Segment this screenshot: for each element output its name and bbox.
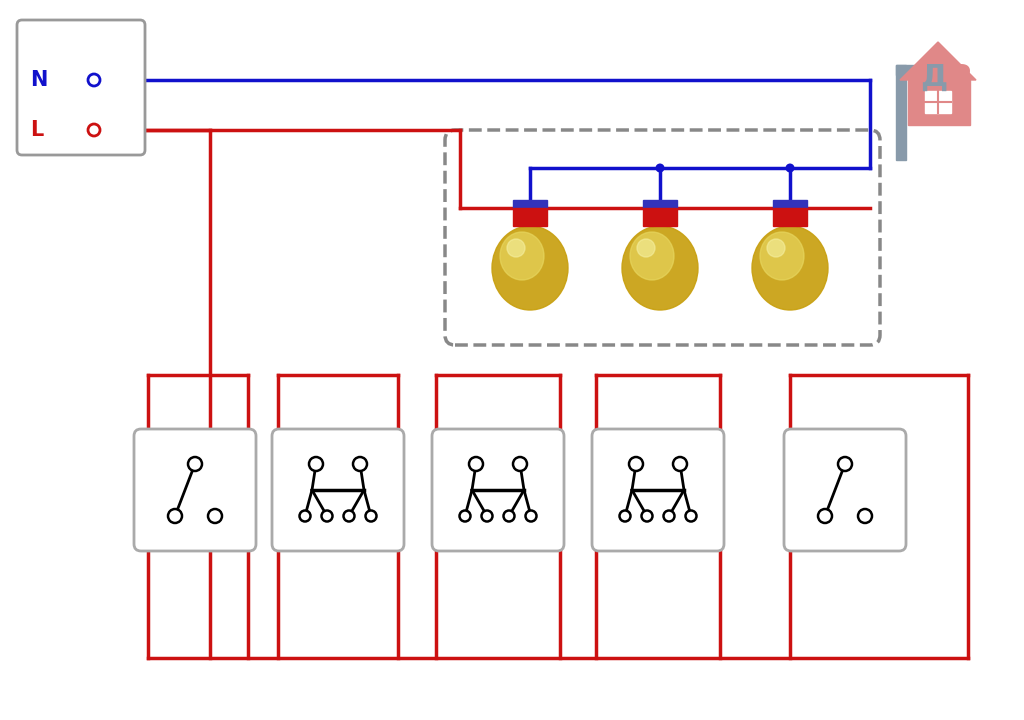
Circle shape xyxy=(343,510,354,521)
Ellipse shape xyxy=(637,239,655,257)
Bar xyxy=(925,91,951,113)
Circle shape xyxy=(366,510,377,521)
Ellipse shape xyxy=(622,226,698,310)
Bar xyxy=(643,200,677,208)
Ellipse shape xyxy=(760,232,804,280)
Circle shape xyxy=(188,457,202,471)
Text: Д: Д xyxy=(920,63,947,92)
Ellipse shape xyxy=(500,232,544,280)
Bar xyxy=(773,200,807,208)
Ellipse shape xyxy=(630,232,674,280)
Circle shape xyxy=(818,509,831,523)
Bar xyxy=(643,208,677,226)
Circle shape xyxy=(525,510,537,521)
FancyBboxPatch shape xyxy=(272,429,404,551)
FancyBboxPatch shape xyxy=(134,429,256,551)
Circle shape xyxy=(664,510,675,521)
Circle shape xyxy=(655,163,665,173)
Circle shape xyxy=(629,457,643,471)
Bar xyxy=(513,208,547,226)
Circle shape xyxy=(513,457,527,471)
Circle shape xyxy=(620,510,631,521)
Bar xyxy=(773,208,807,226)
Circle shape xyxy=(353,457,367,471)
Ellipse shape xyxy=(492,226,568,310)
Bar xyxy=(513,200,547,208)
Text: Р: Р xyxy=(948,63,971,92)
Circle shape xyxy=(481,510,493,521)
Bar xyxy=(896,65,946,75)
Bar xyxy=(896,65,906,160)
FancyBboxPatch shape xyxy=(432,429,564,551)
Ellipse shape xyxy=(752,226,828,310)
FancyBboxPatch shape xyxy=(17,20,145,155)
Circle shape xyxy=(88,124,100,136)
Circle shape xyxy=(469,457,483,471)
Circle shape xyxy=(88,74,100,86)
Circle shape xyxy=(208,509,222,523)
Ellipse shape xyxy=(507,239,525,257)
Circle shape xyxy=(838,457,852,471)
Text: L: L xyxy=(30,120,43,140)
Circle shape xyxy=(168,509,182,523)
Circle shape xyxy=(460,510,470,521)
FancyBboxPatch shape xyxy=(592,429,724,551)
Circle shape xyxy=(685,510,696,521)
Bar xyxy=(908,80,970,125)
Text: N: N xyxy=(30,70,47,90)
Circle shape xyxy=(322,510,333,521)
Polygon shape xyxy=(900,42,976,80)
Circle shape xyxy=(858,509,872,523)
Circle shape xyxy=(299,510,310,521)
Ellipse shape xyxy=(767,239,785,257)
Circle shape xyxy=(309,457,323,471)
FancyBboxPatch shape xyxy=(784,429,906,551)
Circle shape xyxy=(504,510,514,521)
Circle shape xyxy=(641,510,652,521)
Circle shape xyxy=(673,457,687,471)
Circle shape xyxy=(785,163,795,173)
